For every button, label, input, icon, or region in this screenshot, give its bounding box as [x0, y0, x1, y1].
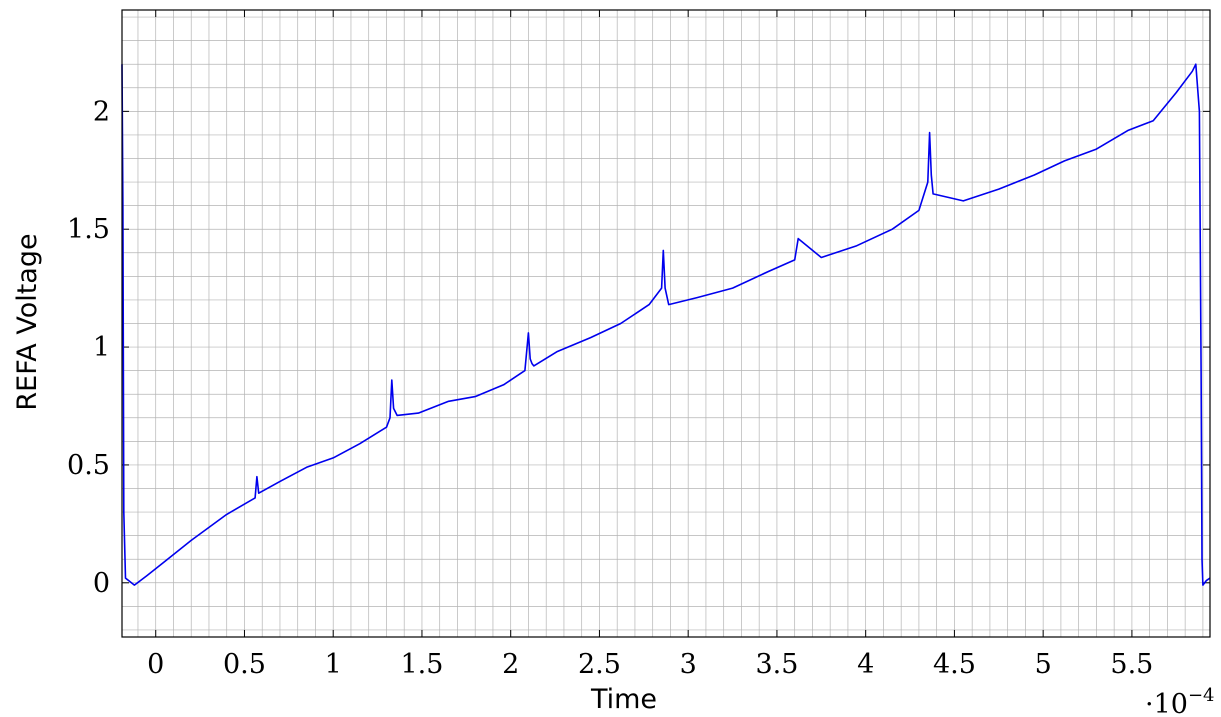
- x-tick-label: 5: [1035, 649, 1052, 680]
- x-tick-label: 2: [502, 649, 519, 680]
- x-tick-label: 1: [325, 649, 342, 680]
- x-axis-label: Time: [590, 684, 657, 715]
- x-tick-label: 2.5: [578, 649, 621, 680]
- y-tick-label: 0.5: [67, 450, 110, 481]
- series-line: [121, 63, 1211, 586]
- y-axis-label: REFA Voltage: [12, 233, 43, 410]
- y-tick-label: 2: [93, 96, 110, 127]
- y-tick-labels: 0 0.5 1 1.5 2: [67, 96, 110, 598]
- x-tick-label: 0: [147, 649, 164, 680]
- y-tick-label: 1.5: [67, 214, 110, 245]
- x-tick-label: 0.5: [223, 649, 266, 680]
- x-tick-label: 3.5: [755, 649, 798, 680]
- x-tick-label: 3: [680, 649, 697, 680]
- x-tick-label: 4: [857, 649, 874, 680]
- x-tick-label: 4.5: [933, 649, 976, 680]
- plot-frame: [121, 9, 1211, 638]
- x-scale-multiplier: ·10−4: [1145, 685, 1215, 717]
- grid: [122, 10, 1210, 637]
- axis-ticks: [122, 10, 1210, 637]
- x-tick-label: 1.5: [400, 649, 443, 680]
- y-tick-label: 0: [93, 568, 110, 599]
- x-tick-label: 5.5: [1110, 649, 1153, 680]
- x-tick-labels: 0 0.5 1 1.5 2 2.5 3 3.5 4 4.5 5 5.5: [147, 649, 1153, 680]
- y-tick-label: 1: [93, 332, 110, 363]
